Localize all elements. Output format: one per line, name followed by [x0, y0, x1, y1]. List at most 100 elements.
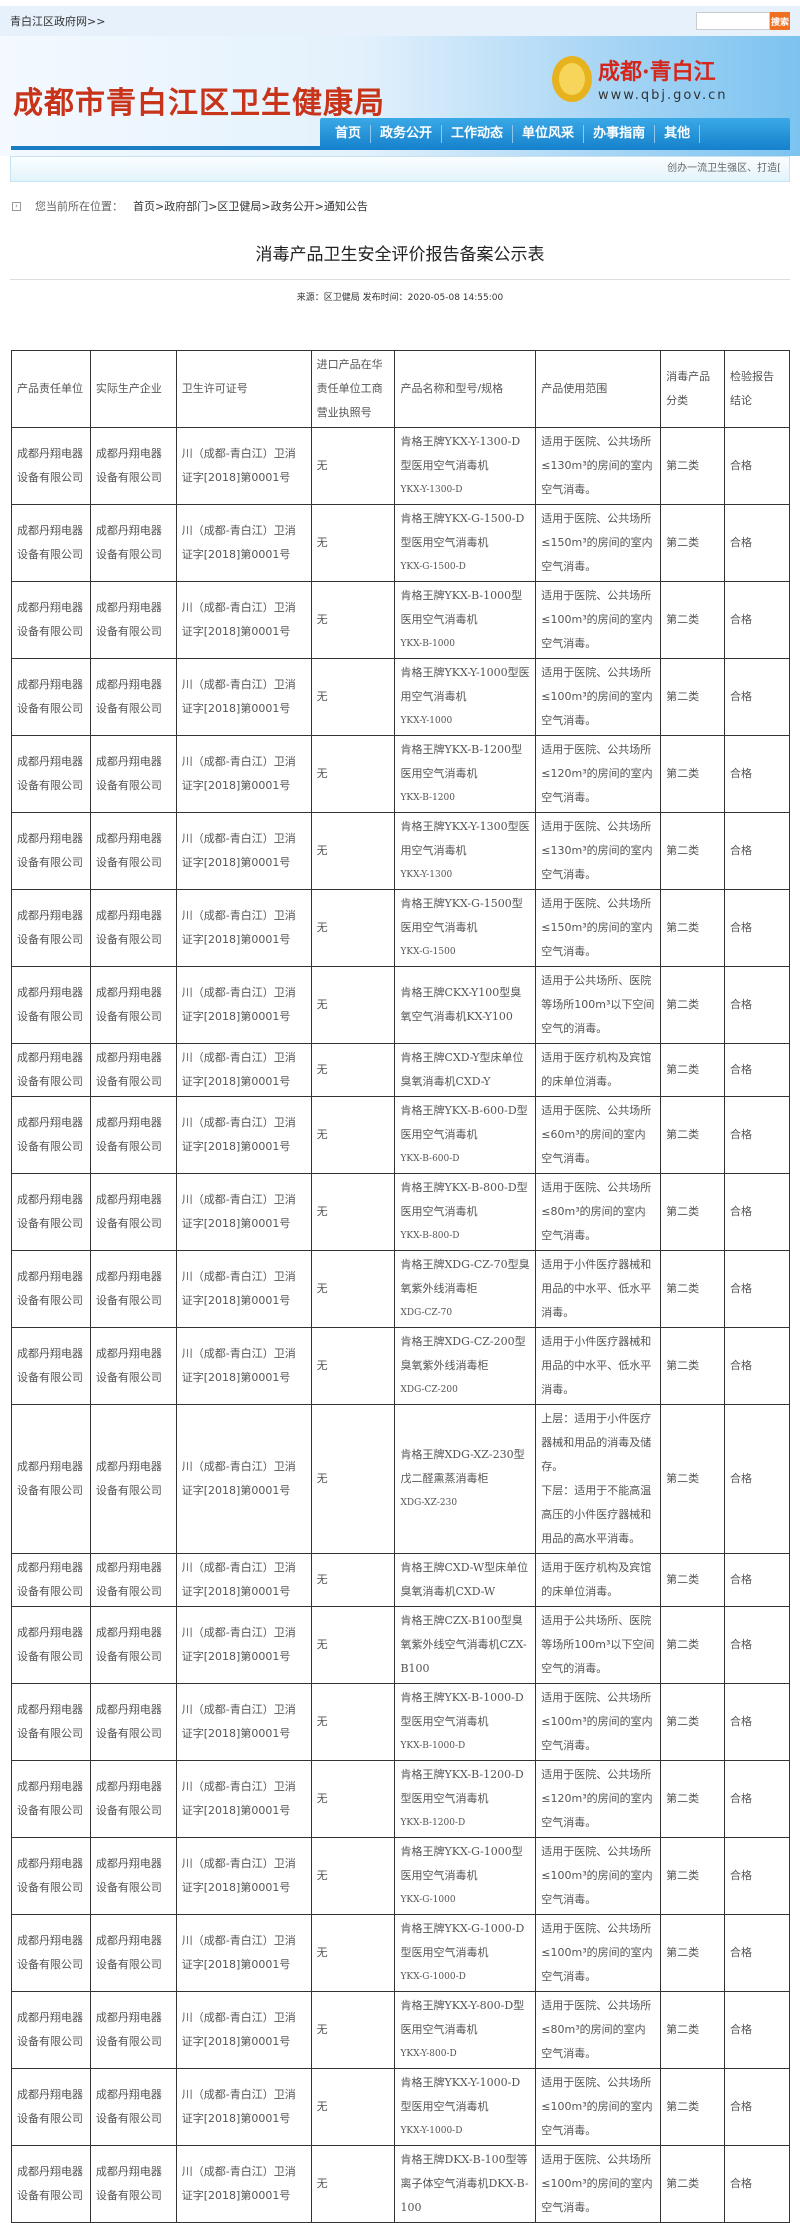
- breadcrumb-path[interactable]: 首页>政府部门>区卫健局>政务公开>通知公告: [133, 200, 368, 213]
- usage-scope: 上层：适用于小件医疗器械和用品的消毒及储存。 下层：适用于不能高温高压的小件医疗…: [535, 1404, 662, 1554]
- category: 第二类: [660, 1250, 726, 1328]
- usage-scope: 适用于医院、公共场所≤100m³的房间的室内空气消毒。: [535, 1837, 662, 1915]
- nav-guide[interactable]: 办事指南: [584, 125, 656, 143]
- inspection-result: 合格: [724, 1760, 790, 1838]
- product-title: 肯格王牌XDG-CZ-200型臭氧紫外线消毒柜: [400, 1335, 526, 1372]
- responsible-unit: 成都丹翔电器设备有限公司: [11, 1606, 91, 1684]
- table-row: 成都丹翔电器设备有限公司 成都丹翔电器设备有限公司 川（成都-青白江）卫消证字[20…: [11, 1606, 790, 1684]
- product-name: 肯格王牌YKX-B-800-D型医用空气消毒机 YKX-B-800-D: [394, 1173, 537, 1251]
- category: 第二类: [660, 1606, 726, 1684]
- manufacturer: 成都丹翔电器设备有限公司: [89, 1914, 177, 1992]
- product-model: YKX-Y-1000: [400, 716, 453, 726]
- product-name: 肯格王牌YKX-Y-1000-D型医用空气消毒机 YKX-Y-1000-D: [394, 2068, 537, 2146]
- category: 第二类: [660, 1173, 726, 1251]
- manufacturer: 成都丹翔电器设备有限公司: [89, 735, 177, 813]
- table-row: 成都丹翔电器设备有限公司 成都丹翔电器设备有限公司 川（成都-青白江）卫消证字[20…: [11, 1914, 790, 1992]
- col-header: 检验报告结论: [724, 350, 790, 428]
- product-name: 肯格王牌YKX-B-1000-D型医用空气消毒机 YKX-B-1000-D: [394, 1683, 537, 1761]
- product-model: XDG-XZ-230: [400, 1498, 458, 1508]
- product-name: 肯格王牌YKX-Y-1300型医用空气消毒机 YKX-Y-1300: [394, 812, 537, 890]
- table-row: 成都丹翔电器设备有限公司 成都丹翔电器设备有限公司 川（成都-青白江）卫消证字[20…: [11, 1760, 790, 1838]
- license-number: 川（成都-青白江）卫消证字[2018]第0001号: [175, 2068, 312, 2146]
- page-title: 消毒产品卫生安全评价报告备案公示表: [255, 245, 545, 265]
- logo-emblem-icon: [552, 55, 592, 102]
- inspection-result: 合格: [724, 581, 790, 659]
- product-title: 肯格王牌CZX-B100型臭氧紫外线空气消毒机CZX-B100: [400, 1614, 527, 1675]
- license-number: 川（成都-青白江）卫消证字[2018]第0001号: [175, 658, 312, 736]
- responsible-unit: 成都丹翔电器设备有限公司: [11, 1760, 91, 1838]
- record-table: 产品责任单位 实际生产企业 卫生许可证号 进口产品在华责任单位工商营业执照号 产…: [11, 350, 790, 2223]
- table-row: 成都丹翔电器设备有限公司 成都丹翔电器设备有限公司 川（成都-青白江）卫消证字[20…: [11, 1327, 790, 1405]
- import-license: 无: [310, 1760, 396, 1838]
- responsible-unit: 成都丹翔电器设备有限公司: [11, 966, 91, 1044]
- table-row: 成都丹翔电器设备有限公司 成都丹翔电器设备有限公司 川（成都-青白江）卫消证字[20…: [11, 427, 790, 505]
- usage-scope: 适用于医院、公共场所≤120m³的房间的室内空气消毒。: [535, 1760, 662, 1838]
- inspection-result: 合格: [724, 1096, 790, 1174]
- inspection-result: 合格: [724, 1991, 790, 2069]
- import-license: 无: [310, 889, 396, 967]
- nav-gov-affairs[interactable]: 政务公开: [371, 125, 443, 143]
- license-number: 川（成都-青白江）卫消证字[2018]第0001号: [175, 1991, 312, 2069]
- product-title: 肯格王牌DKX-B-100型等离子体空气消毒机DKX-B-100: [400, 2153, 529, 2214]
- license-number: 川（成都-青白江）卫消证字[2018]第0001号: [175, 1250, 312, 1328]
- nav-other[interactable]: 其他: [655, 125, 701, 143]
- category: 第二类: [660, 658, 726, 736]
- gov-site-link[interactable]: 青白江区政府网>>: [10, 15, 106, 28]
- col-header: 产品名称和型号/规格: [394, 350, 537, 428]
- breadcrumb-label: 您当前所在位置：: [35, 200, 123, 213]
- usage-scope: 适用于医院、公共场所≤100m³的房间的室内空气消毒。: [535, 581, 662, 659]
- responsible-unit: 成都丹翔电器设备有限公司: [11, 812, 91, 890]
- import-license: 无: [310, 658, 396, 736]
- import-license: 无: [310, 1606, 396, 1684]
- license-number: 川（成都-青白江）卫消证字[2018]第0001号: [175, 1043, 312, 1097]
- col-header: 进口产品在华责任单位工商营业执照号: [310, 350, 396, 428]
- manufacturer: 成都丹翔电器设备有限公司: [89, 1250, 177, 1328]
- usage-scope: 适用于医疗机构及宾馆的床单位消毒。: [535, 1043, 662, 1097]
- import-license: 无: [310, 427, 396, 505]
- nav-work-news[interactable]: 工作动态: [442, 125, 514, 143]
- license-number: 川（成都-青白江）卫消证字[2018]第0001号: [175, 1327, 312, 1405]
- nav-home[interactable]: 首页: [326, 125, 372, 143]
- col-header: 卫生许可证号: [175, 350, 312, 428]
- manufacturer: 成都丹翔电器设备有限公司: [89, 2145, 177, 2223]
- import-license: 无: [310, 1837, 396, 1915]
- import-license: 无: [310, 504, 396, 582]
- product-title: 肯格王牌CKX-Y100型臭氧空气消毒机KX-Y100: [400, 986, 522, 1023]
- product-title: 肯格王牌YKX-B-1200型医用空气消毒机: [400, 743, 523, 780]
- usage-scope: 适用于医疗机构及宾馆的床单位消毒。: [535, 1553, 662, 1607]
- nav-units[interactable]: 单位风采: [513, 125, 585, 143]
- product-title: 肯格王牌CXD-Y型床单位臭氧消毒机CXD-Y: [400, 1051, 524, 1088]
- import-license: 无: [310, 1096, 396, 1174]
- product-name: 肯格王牌YKX-B-1200型医用空气消毒机 YKX-B-1200: [394, 735, 537, 813]
- manufacturer: 成都丹翔电器设备有限公司: [89, 504, 177, 582]
- inspection-result: 合格: [724, 2145, 790, 2223]
- product-title: 肯格王牌YKX-G-1000型医用空气消毒机: [400, 1845, 523, 1882]
- product-title: 肯格王牌YKX-B-800-D型医用空气消毒机: [400, 1181, 528, 1218]
- col-header: 产品责任单位: [11, 350, 91, 428]
- table-header: 产品责任单位 实际生产企业 卫生许可证号 进口产品在华责任单位工商营业执照号 产…: [11, 350, 790, 428]
- product-model: YKX-G-1000: [400, 1895, 456, 1905]
- product-model: YKX-G-1500-D: [400, 562, 466, 572]
- usage-scope: 适用于医院、公共场所≤150m³的房间的室内空气消毒。: [535, 504, 662, 582]
- category: 第二类: [660, 427, 726, 505]
- product-name: 肯格王牌YKX-Y-1300-D型医用空气消毒机 YKX-Y-1300-D: [394, 427, 537, 505]
- usage-scope: 适用于医院、公共场所≤130m³的房间的室内空气消毒。: [535, 812, 662, 890]
- product-name: 肯格王牌YKX-Y-1000型医用空气消毒机 YKX-Y-1000: [394, 658, 537, 736]
- inspection-result: 合格: [724, 2068, 790, 2146]
- usage-scope: 适用于医院、公共场所≤100m³的房间的室内空气消毒。: [535, 2145, 662, 2223]
- responsible-unit: 成都丹翔电器设备有限公司: [11, 504, 91, 582]
- search-input[interactable]: [696, 12, 770, 30]
- table-row: 成都丹翔电器设备有限公司 成都丹翔电器设备有限公司 川（成都-青白江）卫消证字[20…: [11, 1683, 790, 1761]
- product-title: 肯格王牌YKX-G-1000-D型医用空气消毒机: [400, 1922, 525, 1959]
- inspection-result: 合格: [724, 427, 790, 505]
- logo: 成都·青白江 www.qbj.gov.cn: [552, 54, 728, 103]
- responsible-unit: 成都丹翔电器设备有限公司: [11, 1837, 91, 1915]
- inspection-result: 合格: [724, 1914, 790, 1992]
- import-license: 无: [310, 1553, 396, 1607]
- table-row: 成都丹翔电器设备有限公司 成都丹翔电器设备有限公司 川（成都-青白江）卫消证字[20…: [11, 2068, 790, 2146]
- search-button[interactable]: 搜索: [770, 12, 790, 30]
- inspection-result: 合格: [724, 1327, 790, 1405]
- manufacturer: 成都丹翔电器设备有限公司: [89, 1327, 177, 1405]
- usage-scope: 适用于医院、公共场所≤130m³的房间的室内空气消毒。: [535, 427, 662, 505]
- usage-scope: 适用于医院、公共场所≤120m³的房间的室内空气消毒。: [535, 735, 662, 813]
